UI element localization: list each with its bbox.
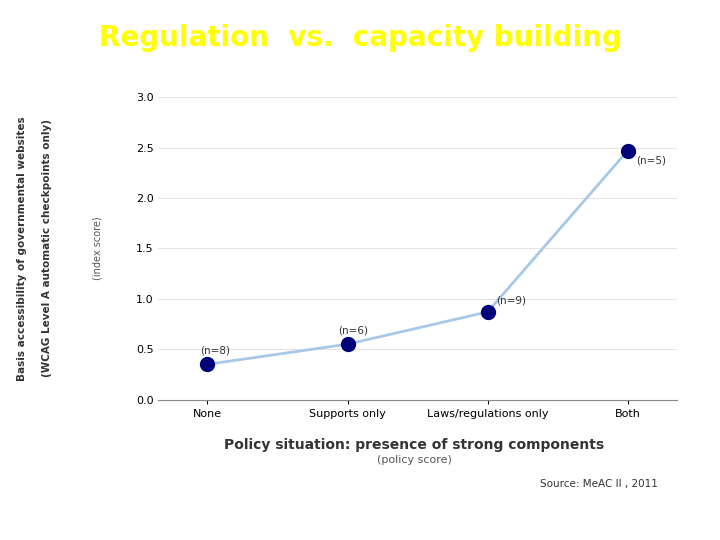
Text: (n=9): (n=9) (496, 296, 526, 306)
Text: (WCAG Level A automatic checkpoints only): (WCAG Level A automatic checkpoints only… (42, 119, 52, 377)
Text: Policy situation: presence of strong components: Policy situation: presence of strong com… (224, 438, 604, 453)
Text: (n=5): (n=5) (636, 156, 666, 166)
Text: (n=8): (n=8) (200, 345, 230, 355)
Text: Basis accessibility of governmental websites: Basis accessibility of governmental webs… (17, 116, 27, 381)
Point (482, 308, 493, 316)
Text: (policy score): (policy score) (377, 455, 451, 465)
Text: Source: MeAC II , 2011: Source: MeAC II , 2011 (540, 478, 658, 489)
Text: (index score): (index score) (92, 217, 102, 280)
Text: (n=6): (n=6) (338, 325, 368, 335)
Text: 16: 16 (665, 512, 689, 530)
Text: Regulation  vs.  capacity building: Regulation vs. capacity building (99, 24, 621, 52)
Text: empırıca: empırıca (546, 514, 606, 528)
Point (342, 340, 354, 348)
Point (622, 146, 634, 155)
Point (202, 360, 213, 369)
